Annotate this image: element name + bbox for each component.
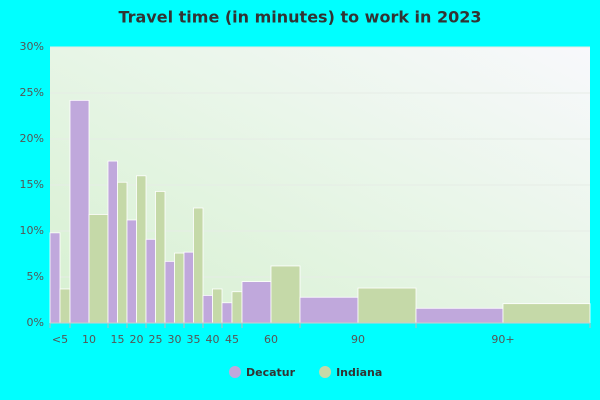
x-tick-label: 25 <box>149 333 163 346</box>
bar <box>270 265 301 324</box>
x-tick-label: 90 <box>351 333 365 346</box>
bar <box>59 288 71 324</box>
bar <box>183 251 194 324</box>
bar <box>174 252 185 324</box>
bar <box>502 303 591 324</box>
bar <box>155 191 166 324</box>
y-tick-label: 25% <box>20 86 44 99</box>
bar <box>117 181 128 324</box>
y-tick-label: 15% <box>20 178 44 191</box>
x-tick-label: 60 <box>264 333 278 346</box>
x-tick-label: 45 <box>225 333 239 346</box>
bar <box>49 232 61 324</box>
x-tick-label: 35 <box>187 333 201 346</box>
y-tick-label: 10% <box>20 224 44 237</box>
chart-title: Travel time (in minutes) to work in 2023 <box>118 8 481 27</box>
bar <box>221 302 233 324</box>
y-tick-label: 30% <box>20 40 44 53</box>
bar <box>164 260 175 324</box>
x-tick-label: 90+ <box>491 333 514 346</box>
legend-label: Indiana <box>336 366 382 379</box>
bar <box>69 99 90 324</box>
bar <box>299 296 359 324</box>
bar <box>231 291 243 324</box>
bar <box>193 207 204 324</box>
bar <box>136 175 147 324</box>
bar <box>202 294 213 324</box>
bar <box>107 160 118 324</box>
bar <box>126 219 137 324</box>
legend-swatch <box>229 366 241 378</box>
legend-swatch <box>319 366 332 378</box>
x-tick-label: 30 <box>168 333 182 346</box>
bar <box>241 281 272 324</box>
x-tick-label: 20 <box>130 333 144 346</box>
y-tick-label: 5% <box>27 270 44 283</box>
x-tick-label: 10 <box>82 333 96 346</box>
bar <box>145 238 156 324</box>
bar <box>88 214 109 324</box>
x-tick-label: 15 <box>111 333 125 346</box>
y-tick-label: 0% <box>27 316 44 329</box>
bar <box>357 287 417 324</box>
x-tick-label: 40 <box>206 333 220 346</box>
legend-label: Decatur <box>246 366 296 379</box>
y-tick-label: 20% <box>20 132 44 145</box>
x-tick-label: <5 <box>52 333 68 346</box>
bar <box>212 288 223 324</box>
bar <box>415 307 504 324</box>
